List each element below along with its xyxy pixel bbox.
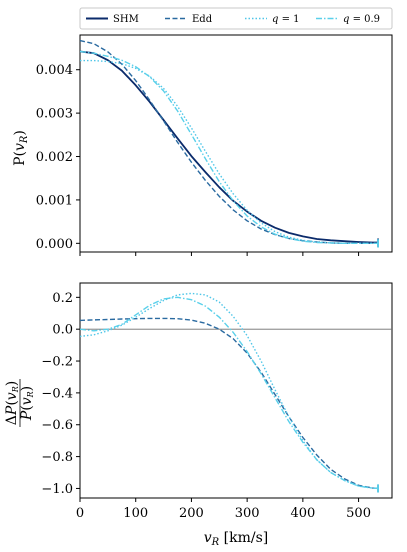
top-ticks: 0.000 0.001 0.002 0.003 0.004 [36, 63, 360, 256]
bottom-ticks: 0.2 0.0 −0.2 −0.4 −0.6 −0.8 −1.00 100 200 300 400 5… [41, 291, 371, 521]
series-line-q-1 [80, 59, 379, 245]
legend-frame [79, 7, 393, 30]
y-tick-label: 0.002 [36, 150, 73, 165]
svg-text:P(vR): P(vR) [19, 386, 35, 421]
bottom-axes-frame [79, 282, 393, 499]
bottom-x-axis-label: vR [km/s] [204, 530, 269, 548]
series-line-edd [79, 317, 379, 490]
y-tick-label: −0.4 [41, 386, 73, 401]
y-tick-label: −0.8 [41, 450, 73, 465]
x-tick-label: 0 [76, 506, 84, 521]
legend: SHM Edd q = 1 q = 0.9 [79, 7, 393, 30]
svg-text:ΔP(vR): ΔP(vR) [4, 381, 20, 425]
y-tick-label: 0.2 [52, 291, 73, 306]
top-plot-lines [79, 39, 379, 248]
bottom-y-axis-label: ΔP(vR) P(vR) [4, 379, 35, 427]
y-tick-label: −1.0 [41, 482, 73, 497]
x-tick-label: 200 [179, 506, 204, 521]
legend-label-q1: q = 1 [272, 14, 300, 25]
x-tick-label: 100 [123, 506, 148, 521]
top-y-axis-label: P(vR) [12, 130, 30, 166]
y-tick-label: 0.001 [36, 193, 73, 208]
legend-label-q09: q = 0.9 [343, 14, 380, 25]
bottom-plot-lines [79, 292, 392, 493]
y-tick-label: 0.000 [36, 237, 73, 252]
series-line-edd [79, 39, 379, 245]
x-tick-label: 400 [290, 506, 315, 521]
top-panel: 0.000 0.001 0.002 0.003 0.004 P(vR) [12, 34, 393, 256]
legend-label-shm: SHM [113, 14, 139, 25]
top-axes-frame [79, 34, 393, 253]
y-tick-label: −0.6 [41, 418, 73, 433]
x-tick-label: 500 [346, 506, 371, 521]
y-tick-label: −0.2 [41, 355, 73, 370]
series-line-q-0-9 [79, 50, 379, 245]
x-tick-label: 300 [235, 506, 260, 521]
bottom-panel: 0.2 0.0 −0.2 −0.4 −0.6 −0.8 −1.00 100 200 300 400 5… [4, 282, 393, 548]
y-tick-label: 0.0 [52, 323, 73, 338]
series-line-shm [79, 50, 379, 244]
y-tick-label: 0.003 [36, 107, 73, 122]
legend-label-edd: Edd [192, 14, 213, 25]
series-line-q-0-9 [79, 296, 379, 490]
y-tick-label: 0.004 [36, 63, 73, 78]
